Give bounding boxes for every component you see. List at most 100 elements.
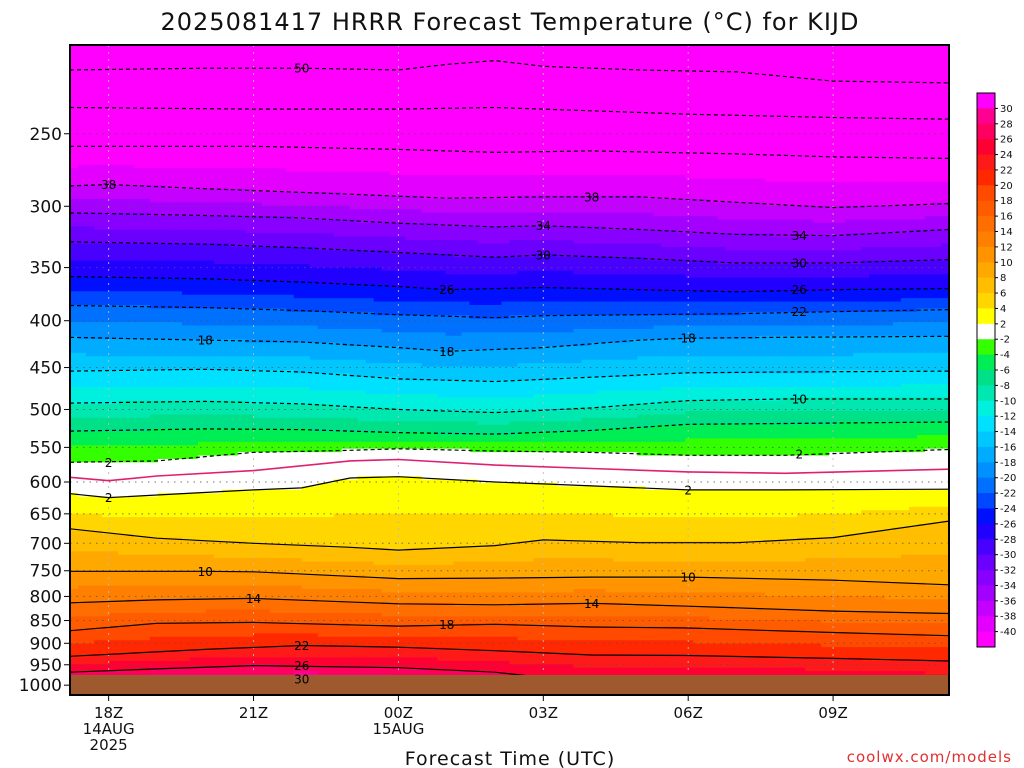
y-tick-label: 800 [30,587,62,607]
x-tick-label: 09Z [818,704,847,722]
colorbar-swatch [977,385,995,402]
x-tick-label: 21Z [239,704,268,722]
contour-line [70,421,949,435]
contour-label: 38 [584,190,599,204]
colorbar-label: -22 [1000,489,1016,500]
contour-line [70,597,949,615]
contour-lines [70,59,949,691]
colorbar-label: -8 [1000,381,1010,392]
x-tick-label: 18Z [94,704,123,722]
ground-surface [70,675,949,695]
contour-line [70,476,949,499]
contour-label: 26 [792,283,807,297]
colorbar-swatch [977,231,995,248]
colorbar-swatch [977,477,995,494]
colorbar-swatch [977,293,995,309]
colorbar-swatch [977,277,995,294]
colorbar-label: -6 [1000,366,1010,377]
colorbar-label: -30 [1000,550,1016,561]
contour-line [70,520,949,551]
colorbar-label: 8 [1000,273,1006,284]
colorbar-swatch [977,108,995,125]
y-tick-label: 700 [30,534,62,554]
colorbar-swatch [977,554,995,571]
colorbar-swatch [977,616,995,633]
contour-label: 18 [439,345,454,359]
contour-label: 22 [792,305,807,319]
y-tick-label: 650 [30,505,62,525]
y-tick-label: 400 [30,312,62,332]
colorbar-label: -12 [1000,412,1016,423]
contour-label: 50 [294,62,309,76]
colorbar-label: 24 [1000,150,1013,161]
y-tick-label: 750 [30,562,62,582]
contour-label: 26 [294,659,309,673]
colorbar-label: 2 [1000,319,1006,330]
contour-line [70,621,949,637]
colorbar-label: 4 [1000,304,1006,315]
colorbar-label: 14 [1000,227,1013,238]
y-tick-label: 850 [30,612,62,632]
y-tick-label: 450 [30,359,62,379]
y-tick-label: 1000 [19,676,62,696]
contour-label: 2 [795,447,803,461]
colorbar-label: -18 [1000,458,1016,469]
colorbar-label: -4 [1000,350,1010,361]
contour-label: 34 [536,219,551,233]
colorbar-swatch [977,262,995,279]
colorbar-label: -34 [1000,581,1016,592]
x-tick-label: 15AUG [372,720,424,738]
contour-label: 10 [681,571,696,585]
colorbar-swatch [977,370,995,386]
colorbar-label: 10 [1000,258,1013,269]
contour-line [70,644,949,662]
contour-label: 10 [792,392,807,406]
colorbar-label: 20 [1000,181,1013,192]
colorbar-label: -36 [1000,596,1016,607]
colorbar-label: -20 [1000,473,1016,484]
colorbar-swatch [977,400,995,417]
y-tick-label: 300 [30,197,62,217]
colorbar-swatch [977,631,995,648]
contour-line [70,183,949,209]
contour-line [70,241,949,264]
colorbar-swatch [977,462,995,479]
colorbar-swatch [977,354,995,371]
colorbar-swatch [977,493,995,509]
x-tick-label: 00Z [384,704,413,722]
colorbar-swatch [977,431,995,448]
y-tick-label: 950 [30,656,62,676]
colorbar-swatch [977,323,995,340]
colorbar-swatch [977,508,995,525]
contour-label: 18 [681,332,696,346]
y-tick-label: 600 [30,473,62,493]
contour-label: 38 [101,178,116,192]
contour-label: 34 [792,229,807,243]
contour-line [70,304,949,319]
contour-line [70,570,949,586]
colorbar-label: 18 [1000,196,1013,207]
colorbar-label: 6 [1000,289,1006,300]
x-tick-label: 06Z [674,704,703,722]
contour-label: 26 [439,283,454,297]
colorbar-label: -32 [1000,566,1016,577]
y-tick-label: 900 [30,634,62,654]
colorbar-swatch [977,123,995,140]
contour-label: 30 [792,257,807,271]
colorbar-label: -2 [1000,335,1010,346]
contour-label: 30 [536,248,551,262]
y-tick-label: 500 [30,400,62,420]
contour-line [70,276,949,293]
x-tick-label: 14AUG [83,720,135,738]
colorbar-swatch [977,600,995,617]
contour-line [70,59,949,84]
x-axis-label: Forecast Time (UTC) [405,748,615,768]
colorbar-label: 30 [1000,104,1013,115]
contour-label: 10 [198,565,213,579]
colorbar-label: -10 [1000,396,1016,407]
colorbar-swatch [977,339,995,356]
colorbar-swatch [977,154,995,171]
contour-label: 2 [105,491,113,505]
